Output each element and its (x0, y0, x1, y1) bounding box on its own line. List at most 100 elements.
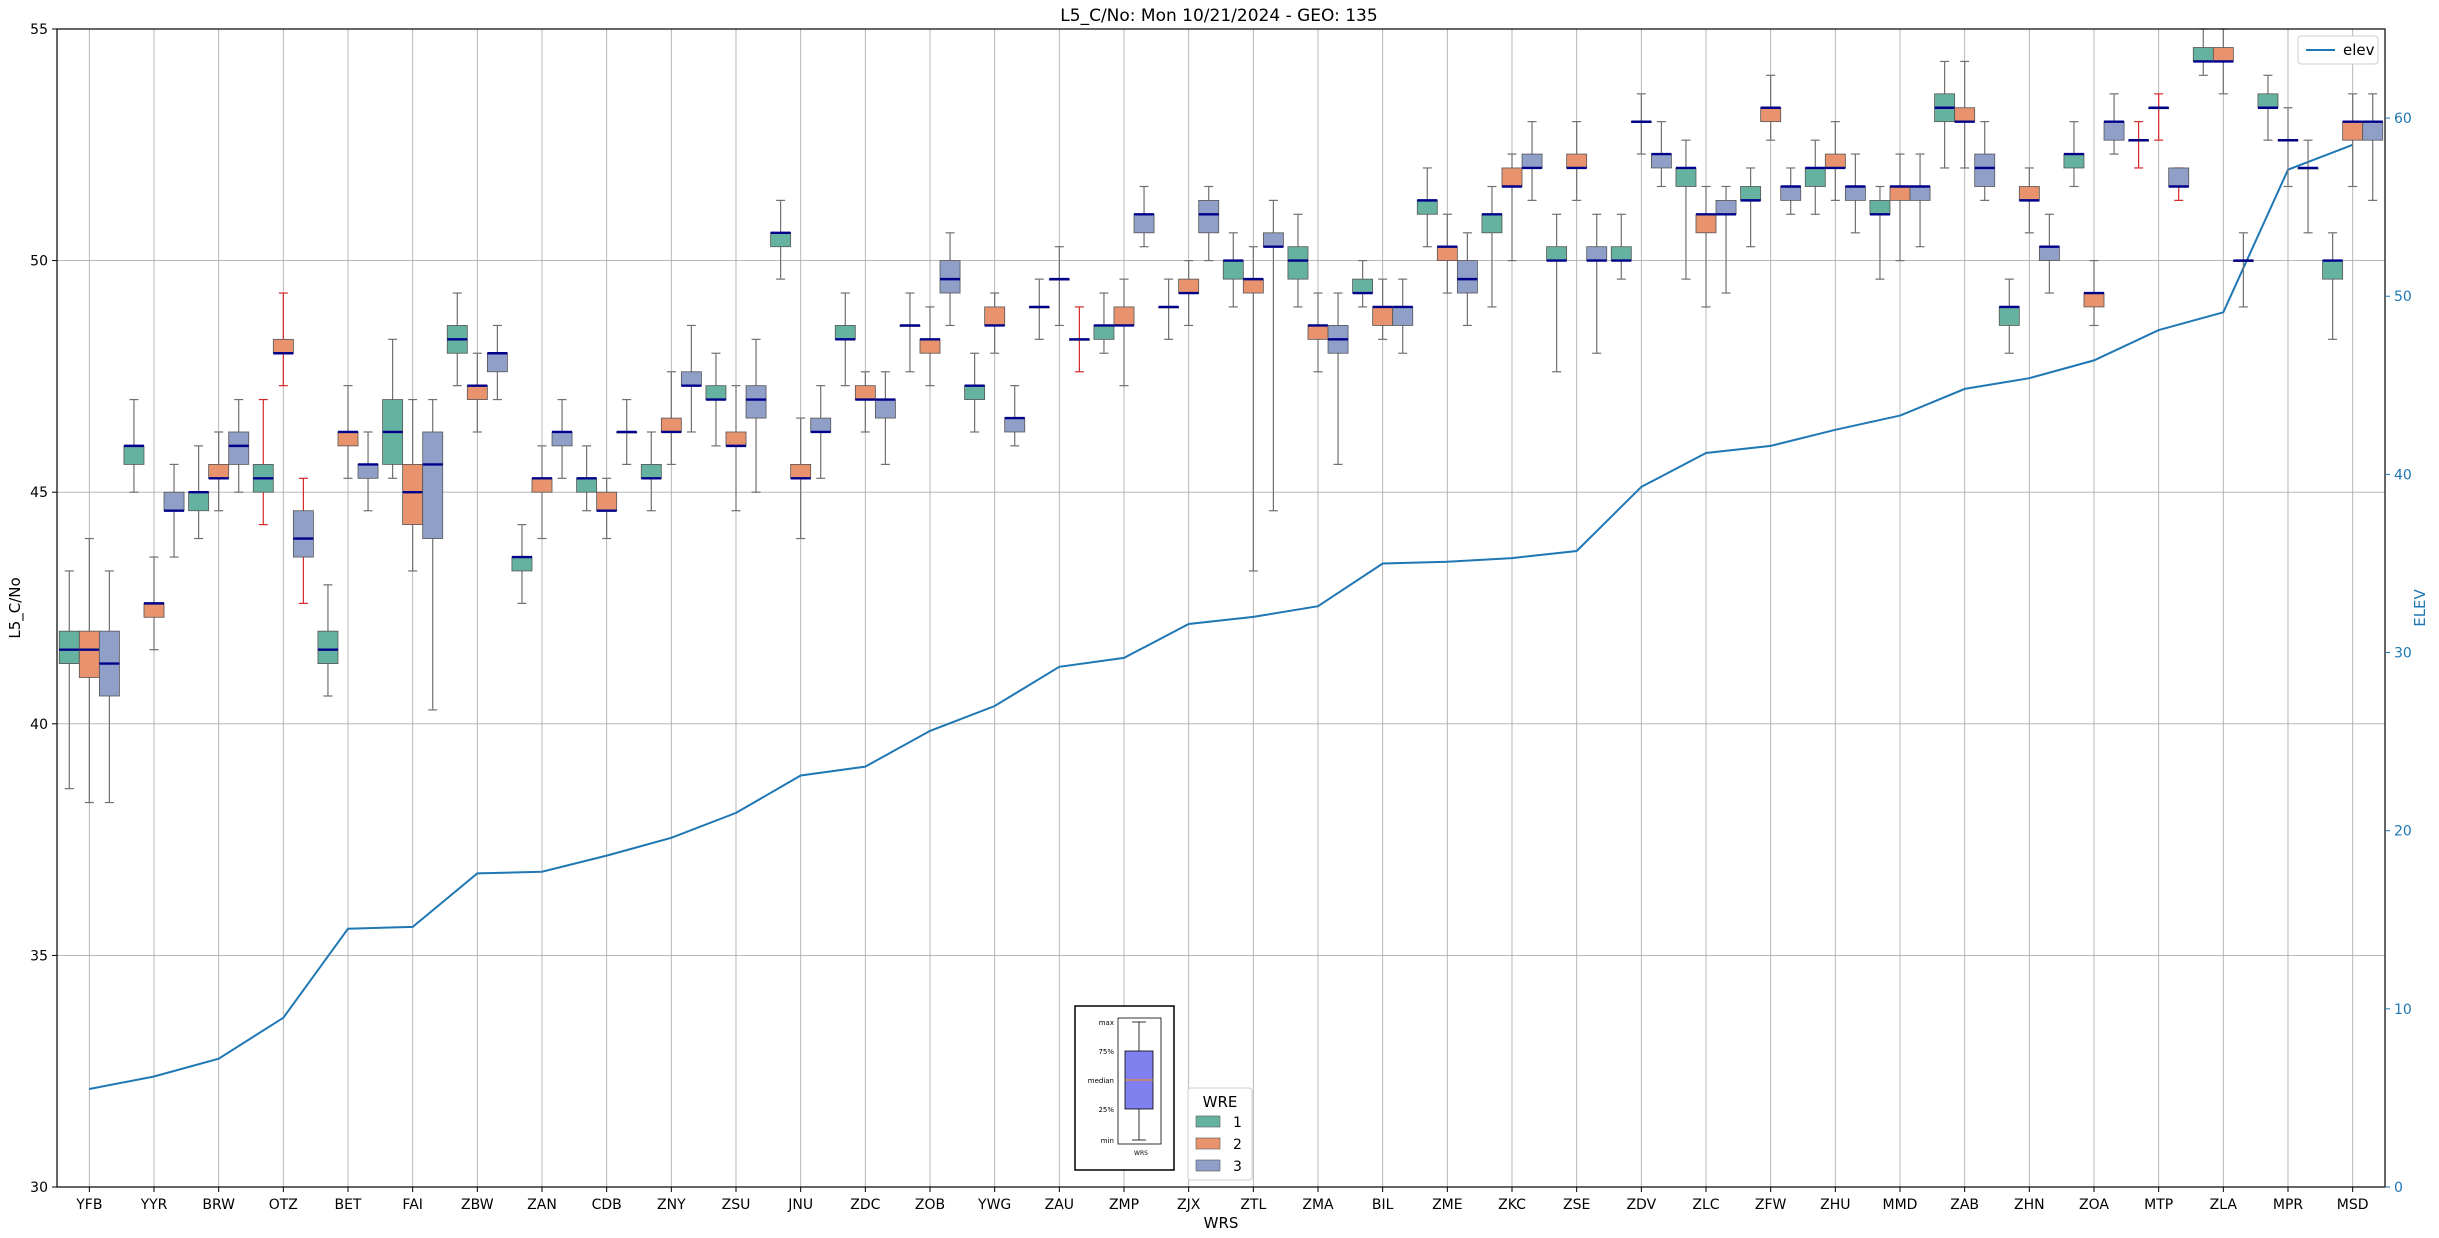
box-BIL-wre3 (1392, 278, 1414, 354)
box-ZDV-wre2 (1630, 93, 1652, 155)
box-MPR-wre2 (2277, 107, 2299, 188)
box-ZHN-wre3 (2038, 213, 2060, 294)
wre-legend-label-3: 3 (1233, 1159, 1242, 1175)
box-MTP-wre2 (2148, 93, 2170, 141)
box-iqr (1113, 306, 1135, 326)
box-ZME-wre3 (1456, 232, 1478, 327)
x-axis-label: WRS (1204, 1214, 1239, 1232)
wre-legend-swatch-2 (1195, 1137, 1221, 1150)
box-iqr (1004, 417, 1026, 433)
box-iqr (78, 630, 100, 678)
box-ZSU-wre2 (725, 385, 747, 512)
box-iqr (874, 399, 896, 419)
box-ZSU-wre1 (705, 352, 727, 447)
key-xlabel: WRS (1134, 1150, 1148, 1157)
box-ZSE-wre2 (1566, 121, 1588, 201)
box-ZJX-wre1 (1158, 278, 1180, 340)
x-tick-label: ZOA (2079, 1197, 2109, 1213)
box-ZJX-wre3 (1198, 185, 1220, 262)
box-iqr (466, 385, 488, 400)
box-iqr (2168, 167, 2190, 187)
box-ZTL-wre3 (1262, 199, 1284, 512)
box-iqr (1586, 246, 1608, 261)
box-iqr (357, 464, 379, 479)
box-ZSU-wre3 (745, 338, 767, 493)
box-ZSE-wre1 (1546, 213, 1568, 373)
box-iqr (1521, 153, 1543, 169)
box-YFB-wre3 (98, 570, 120, 804)
x-tick-label: FAI (402, 1197, 422, 1213)
y-axis-label: L5_C/No (6, 577, 25, 638)
box-YWG-wre2 (984, 292, 1006, 354)
box-iqr (1178, 278, 1200, 294)
box-ZNY-wre1 (640, 431, 662, 512)
box-iqr (1307, 325, 1329, 340)
box-iqr (810, 417, 832, 433)
box-iqr (660, 417, 682, 433)
box-JNU-wre1 (770, 199, 792, 280)
x-tick-label: OTZ (269, 1197, 298, 1213)
box-FAI-wre1 (382, 338, 404, 479)
box-ZTL-wre2 (1242, 246, 1264, 572)
box-iqr (964, 385, 986, 400)
box-iqr (1392, 306, 1414, 326)
x-tick-label: ZDV (1626, 1197, 1656, 1213)
box-ZAU-wre3 (1068, 306, 1090, 373)
box-iqr (1436, 246, 1458, 261)
box-BIL-wre2 (1372, 278, 1394, 340)
box-JNU-wre2 (790, 417, 812, 540)
x-tick-label: YYR (140, 1197, 168, 1213)
box-iqr (2103, 121, 2125, 141)
box-iqr (188, 491, 210, 512)
y-tick-label: 55 (30, 22, 48, 38)
x-tick-label: ZOB (915, 1197, 945, 1213)
box-iqr (640, 464, 662, 479)
y2-tick-label: 20 (2394, 824, 2412, 840)
elev-line (89, 143, 2354, 1090)
box-ZOA-wre1 (2063, 121, 2085, 188)
box-ZOB-wre3 (939, 232, 961, 327)
box-BET-wre2 (337, 385, 359, 479)
box-iqr (1546, 246, 1568, 261)
box-ZJX-wre2 (1178, 260, 1200, 327)
box-iqr (1481, 213, 1503, 234)
x-tick-label: YFB (75, 1197, 102, 1213)
wre-legend-swatch-3 (1195, 1159, 1221, 1172)
y2-tick-label: 30 (2394, 646, 2412, 662)
box-CDB-wre2 (596, 477, 618, 540)
box-ZDC-wre2 (854, 371, 876, 433)
wre-legend-title: WRE (1203, 1093, 1238, 1111)
box-iqr (705, 385, 727, 400)
box-CDB-wre1 (576, 445, 598, 512)
box-ZAN-wre2 (531, 445, 553, 540)
x-tick-label: ZME (1432, 1197, 1463, 1213)
box-ZLC-wre3 (1715, 185, 1737, 294)
box-iqr (745, 385, 767, 419)
box-ZLC-wre2 (1695, 185, 1717, 308)
box-iqr (422, 431, 444, 539)
box-iqr (208, 464, 230, 479)
box-iqr (1675, 167, 1697, 187)
x-tick-label: ZTL (1240, 1197, 1266, 1213)
box-iqr (834, 325, 856, 340)
box-ZLC-wre1 (1675, 139, 1697, 280)
box-ZKC-wre2 (1501, 153, 1523, 262)
x-tick-label: ZHU (1820, 1197, 1850, 1213)
box-iqr (1372, 306, 1394, 326)
box-iqr (1715, 199, 1737, 215)
wre-legend-swatch-1 (1195, 1115, 1221, 1128)
box-ZMP-wre1 (1093, 292, 1115, 354)
box-BRW-wre2 (208, 431, 230, 512)
box-ZBW-wre2 (466, 352, 488, 433)
box-ZAN-wre3 (551, 398, 573, 479)
chart-title: L5_C/No: Mon 10/21/2024 - GEO: 135 (1060, 6, 1377, 26)
box-BRW-wre1 (188, 445, 210, 540)
box-iqr (596, 491, 618, 512)
box-ZBW-wre1 (446, 292, 468, 387)
box-ZLA-wre3 (2232, 232, 2254, 308)
box-iqr (272, 338, 294, 354)
box-iqr (1352, 278, 1374, 294)
box-YYR-wre2 (143, 556, 165, 651)
box-ZMA-wre3 (1327, 292, 1349, 466)
y2-axis-label: ELEV (2411, 588, 2429, 626)
